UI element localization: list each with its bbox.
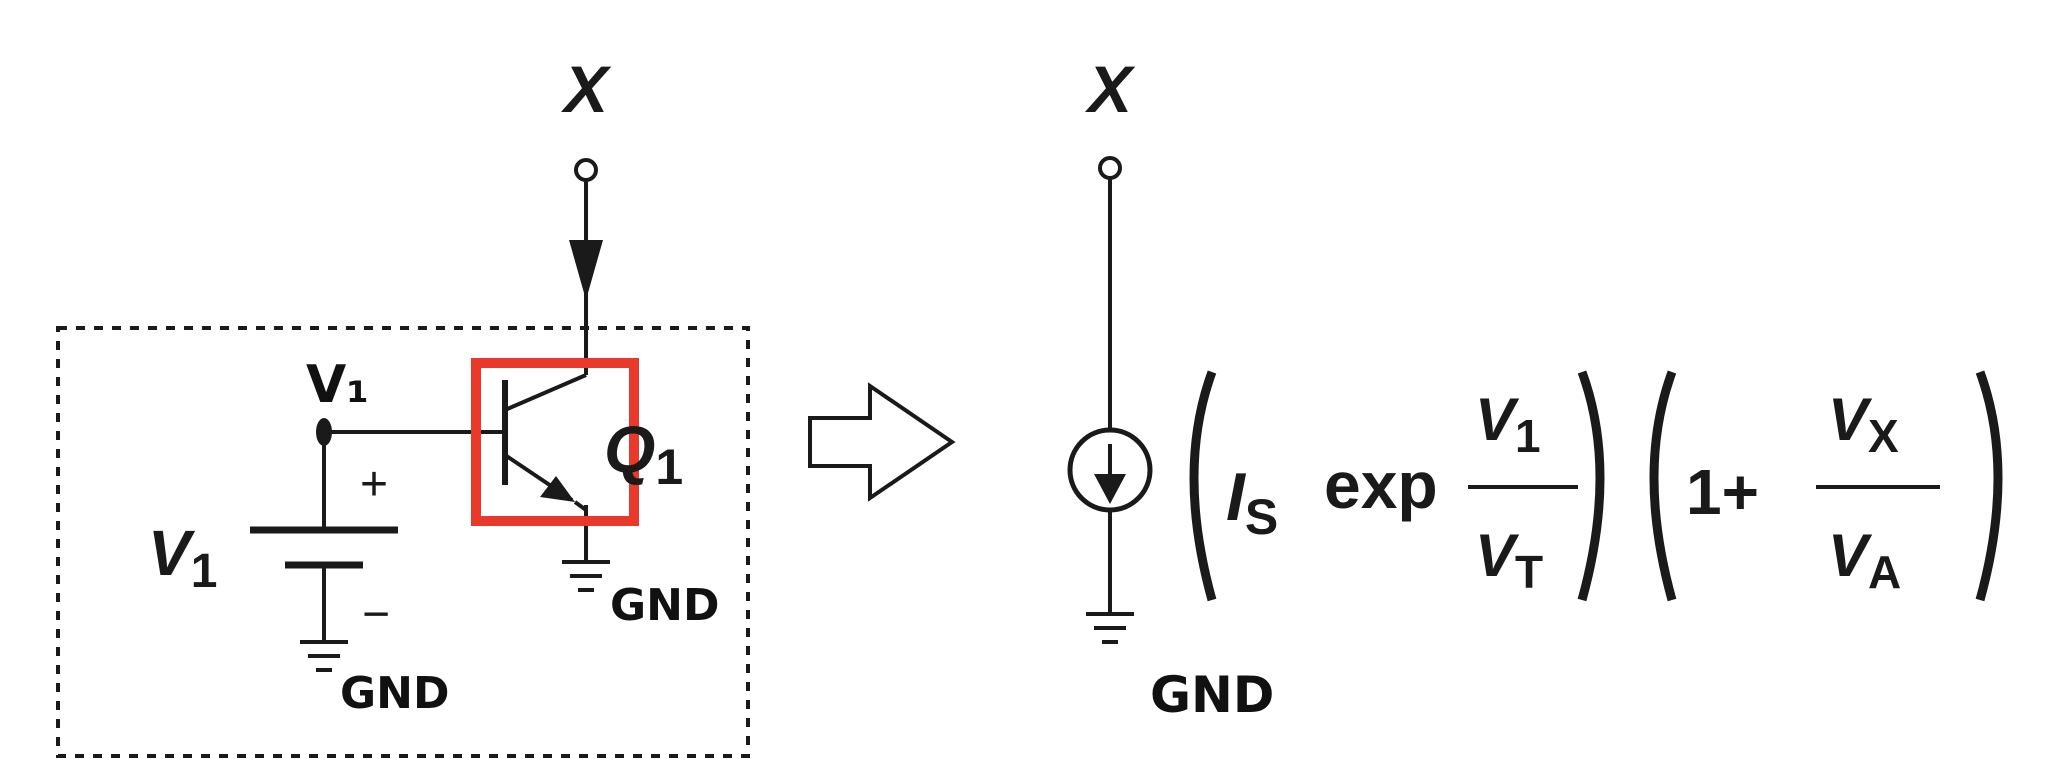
- source-label: V1: [148, 517, 217, 598]
- node-label-x: X: [560, 52, 612, 126]
- ground-label-emitter: GND: [610, 580, 719, 631]
- terminal-x-icon: [1098, 156, 1122, 180]
- current-source-icon: [1067, 427, 1153, 513]
- left-circuit: [56, 158, 750, 758]
- one-plus: 1+: [1686, 456, 1759, 528]
- minus-sign: −: [362, 588, 390, 641]
- right-circuit: [1067, 156, 1153, 644]
- ground-icon: [1086, 612, 1134, 644]
- dashed-boundary: [56, 326, 750, 758]
- emitter-arrow-icon: [540, 476, 575, 502]
- ground-label-source: GND: [340, 668, 449, 719]
- left-paren-2: [1649, 370, 1677, 602]
- bjt-collector-lead: [504, 373, 587, 412]
- right-node-label-x: X: [1084, 52, 1136, 126]
- right-paren-2: [1975, 370, 2003, 602]
- ground-icon: [562, 560, 610, 592]
- hollow-right-arrow-icon: [808, 382, 956, 502]
- transistor-label: Q1: [604, 412, 683, 495]
- fraction2-denominator: VA: [1828, 522, 1901, 598]
- current-expression: IS exp V1 VT 1+ VX VA: [1189, 370, 2003, 602]
- exp-word: exp: [1324, 448, 1438, 522]
- right-ground-label: GND: [1150, 666, 1274, 724]
- fraction1-numerator: V1: [1475, 386, 1541, 462]
- ground-icon: [300, 640, 348, 672]
- base-node-label: V₁: [306, 355, 369, 415]
- left-paren-1: [1189, 370, 1217, 602]
- transistor-highlight-box: [471, 358, 639, 526]
- fraction1-denominator: VT: [1475, 522, 1543, 598]
- right-paren-1: [1577, 370, 1605, 602]
- fraction2-numerator: VX: [1828, 386, 1899, 462]
- plus-sign: +: [360, 458, 388, 511]
- current-arrow-icon: [569, 240, 603, 300]
- is-term: IS: [1226, 459, 1278, 545]
- terminal-x-icon: [574, 158, 598, 182]
